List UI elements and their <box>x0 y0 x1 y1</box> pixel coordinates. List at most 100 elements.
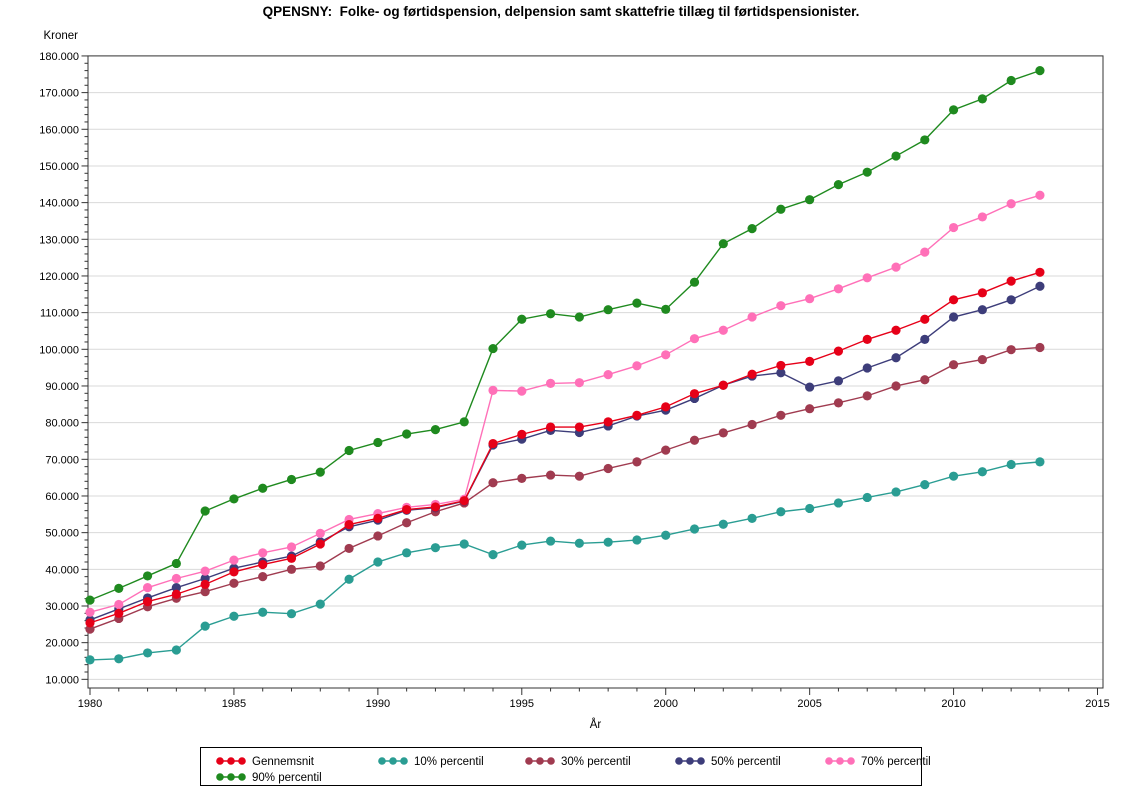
data-point-marker <box>344 445 354 456</box>
data-point-marker <box>920 480 930 490</box>
data-point-marker <box>545 422 556 432</box>
data-point-marker <box>574 378 584 388</box>
data-point-marker <box>776 301 786 311</box>
data-point-marker <box>1035 457 1045 467</box>
legend-marker-dot <box>675 757 683 765</box>
data-point-marker <box>430 425 441 435</box>
y-tick-label: 80.000 <box>45 418 79 430</box>
data-point-marker <box>114 608 124 618</box>
legend-marker-dot <box>697 757 705 765</box>
data-point-marker <box>488 385 498 395</box>
data-point-marker <box>229 567 239 577</box>
legend-item-90-percentil: 90% percentil <box>216 772 322 784</box>
data-point-marker <box>142 571 153 581</box>
series-line <box>89 194 1041 613</box>
data-point-marker <box>171 573 181 584</box>
data-point-marker <box>747 312 757 322</box>
data-point-marker <box>1006 345 1016 355</box>
data-point-marker <box>488 438 498 449</box>
data-point-marker <box>142 596 153 607</box>
y-tick-label: 140.000 <box>39 198 79 210</box>
x-tick-label: 1985 <box>222 698 246 710</box>
legend-marker-dot <box>825 757 833 765</box>
data-point-marker <box>517 540 527 550</box>
data-point-marker <box>459 539 469 549</box>
legend-marker-dot <box>525 757 533 765</box>
data-point-marker <box>948 105 959 115</box>
data-point-marker <box>920 314 930 324</box>
data-point-marker <box>776 360 786 371</box>
legend-marker-dot <box>227 757 235 765</box>
data-point-marker <box>862 492 872 503</box>
y-tick-label: 170.000 <box>39 88 79 100</box>
data-point-marker <box>85 595 95 605</box>
y-tick-label: 30.000 <box>45 601 79 613</box>
y-tick-label: 130.000 <box>39 234 79 246</box>
data-point-marker <box>948 312 959 322</box>
data-point-marker <box>258 548 268 558</box>
data-point-marker <box>718 428 728 438</box>
data-point-marker <box>373 531 383 541</box>
data-point-marker <box>488 478 498 488</box>
data-point-marker <box>142 583 153 593</box>
data-point-marker <box>977 305 987 315</box>
data-point-marker <box>632 457 642 467</box>
data-point-marker <box>85 618 95 628</box>
legend-label: 50% percentil <box>711 756 781 768</box>
data-point-marker <box>833 398 844 408</box>
data-point-marker <box>891 381 901 391</box>
legend-marker-dot <box>847 757 855 765</box>
data-point-marker <box>833 498 844 508</box>
data-point-marker <box>977 212 987 222</box>
y-tick-label: 60.000 <box>45 491 79 503</box>
legend-marker-dot <box>238 757 246 765</box>
data-point-marker <box>776 507 786 517</box>
data-point-marker <box>805 294 815 304</box>
data-point-marker <box>661 350 671 360</box>
data-point-marker <box>171 645 181 655</box>
data-point-marker <box>545 536 556 546</box>
data-point-marker <box>1035 66 1045 76</box>
data-point-marker <box>430 543 441 553</box>
data-point-marker <box>977 288 987 298</box>
data-point-marker <box>344 519 354 530</box>
y-tick-label: 120.000 <box>39 271 79 283</box>
data-point-marker <box>603 463 613 474</box>
data-point-marker <box>747 224 757 234</box>
data-point-marker <box>402 429 412 439</box>
data-point-marker <box>171 589 181 599</box>
data-point-marker <box>805 356 815 367</box>
y-tick-label: 110.000 <box>40 308 79 320</box>
data-point-marker <box>661 445 671 455</box>
legend-marker-dot <box>536 757 544 765</box>
chart-title: QPENSNY: Folke- og førtidspension, delpe… <box>262 4 860 19</box>
data-point-marker <box>603 417 613 427</box>
x-tick-label: 2010 <box>941 698 965 710</box>
data-point-marker <box>776 368 786 378</box>
data-point-marker <box>661 304 671 314</box>
data-point-marker <box>833 284 844 294</box>
data-point-marker <box>948 360 959 370</box>
data-point-marker <box>1006 75 1016 86</box>
data-point-marker <box>517 314 527 324</box>
data-point-marker <box>891 151 901 161</box>
data-point-marker <box>862 334 872 344</box>
data-point-marker <box>891 262 901 272</box>
data-point-marker <box>661 530 671 540</box>
data-point-marker <box>862 363 872 373</box>
y-tick-label: 100.000 <box>39 344 79 356</box>
data-point-marker <box>1006 199 1016 209</box>
legend: Gennemsnit 10% percentil 30% percentil 50% … <box>200 747 931 786</box>
y-tick-label: 160.000 <box>39 124 79 136</box>
data-point-marker <box>200 587 210 597</box>
series-10-percentil <box>85 457 1045 665</box>
series-line <box>89 461 1041 661</box>
data-point-marker <box>747 419 757 430</box>
data-point-marker <box>315 539 325 549</box>
data-point-marker <box>920 135 930 145</box>
data-point-marker <box>805 404 815 414</box>
data-point-marker <box>574 538 584 548</box>
data-point-marker <box>718 325 728 335</box>
data-point-marker <box>632 298 642 308</box>
